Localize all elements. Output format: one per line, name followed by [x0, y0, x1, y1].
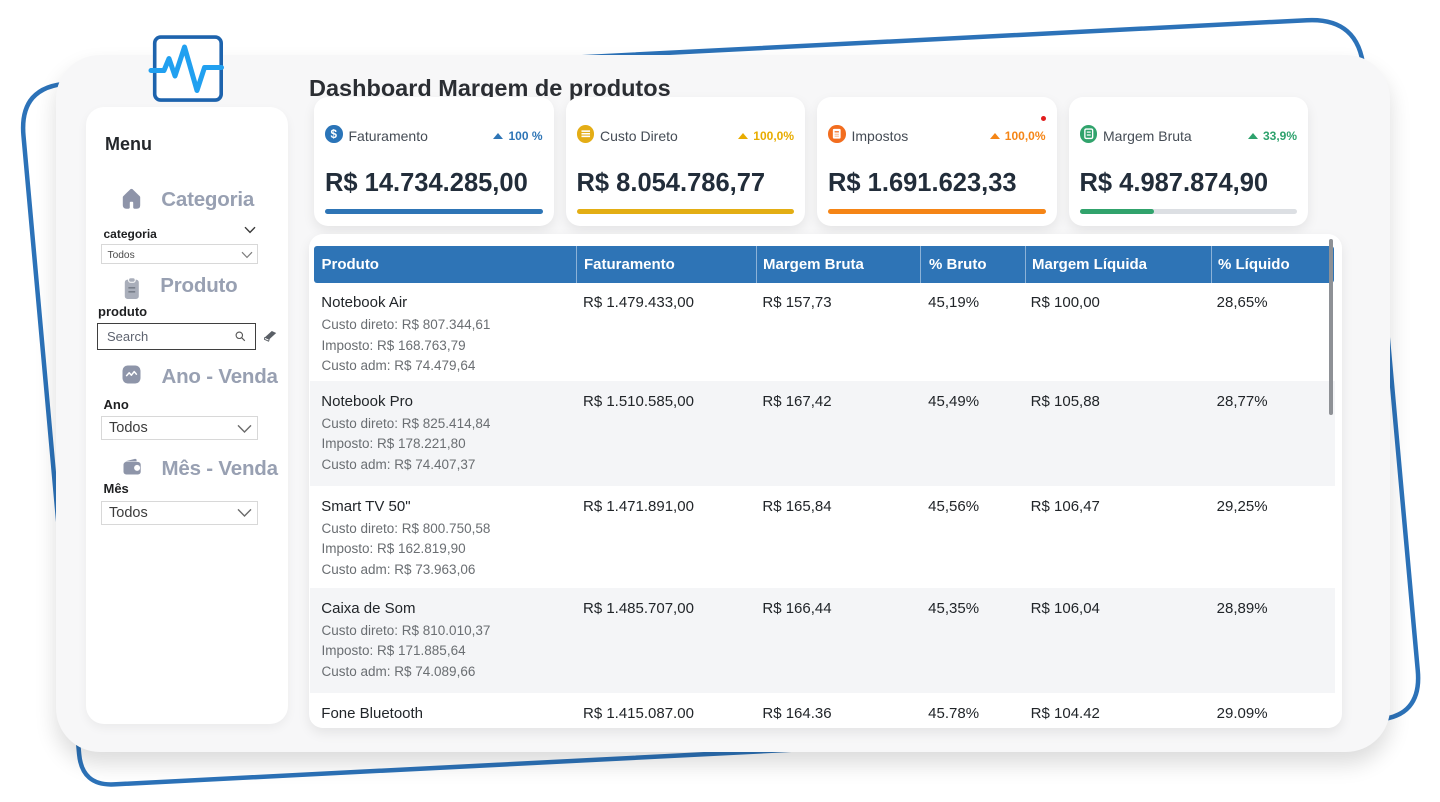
svg-text:$: $ [331, 128, 338, 141]
